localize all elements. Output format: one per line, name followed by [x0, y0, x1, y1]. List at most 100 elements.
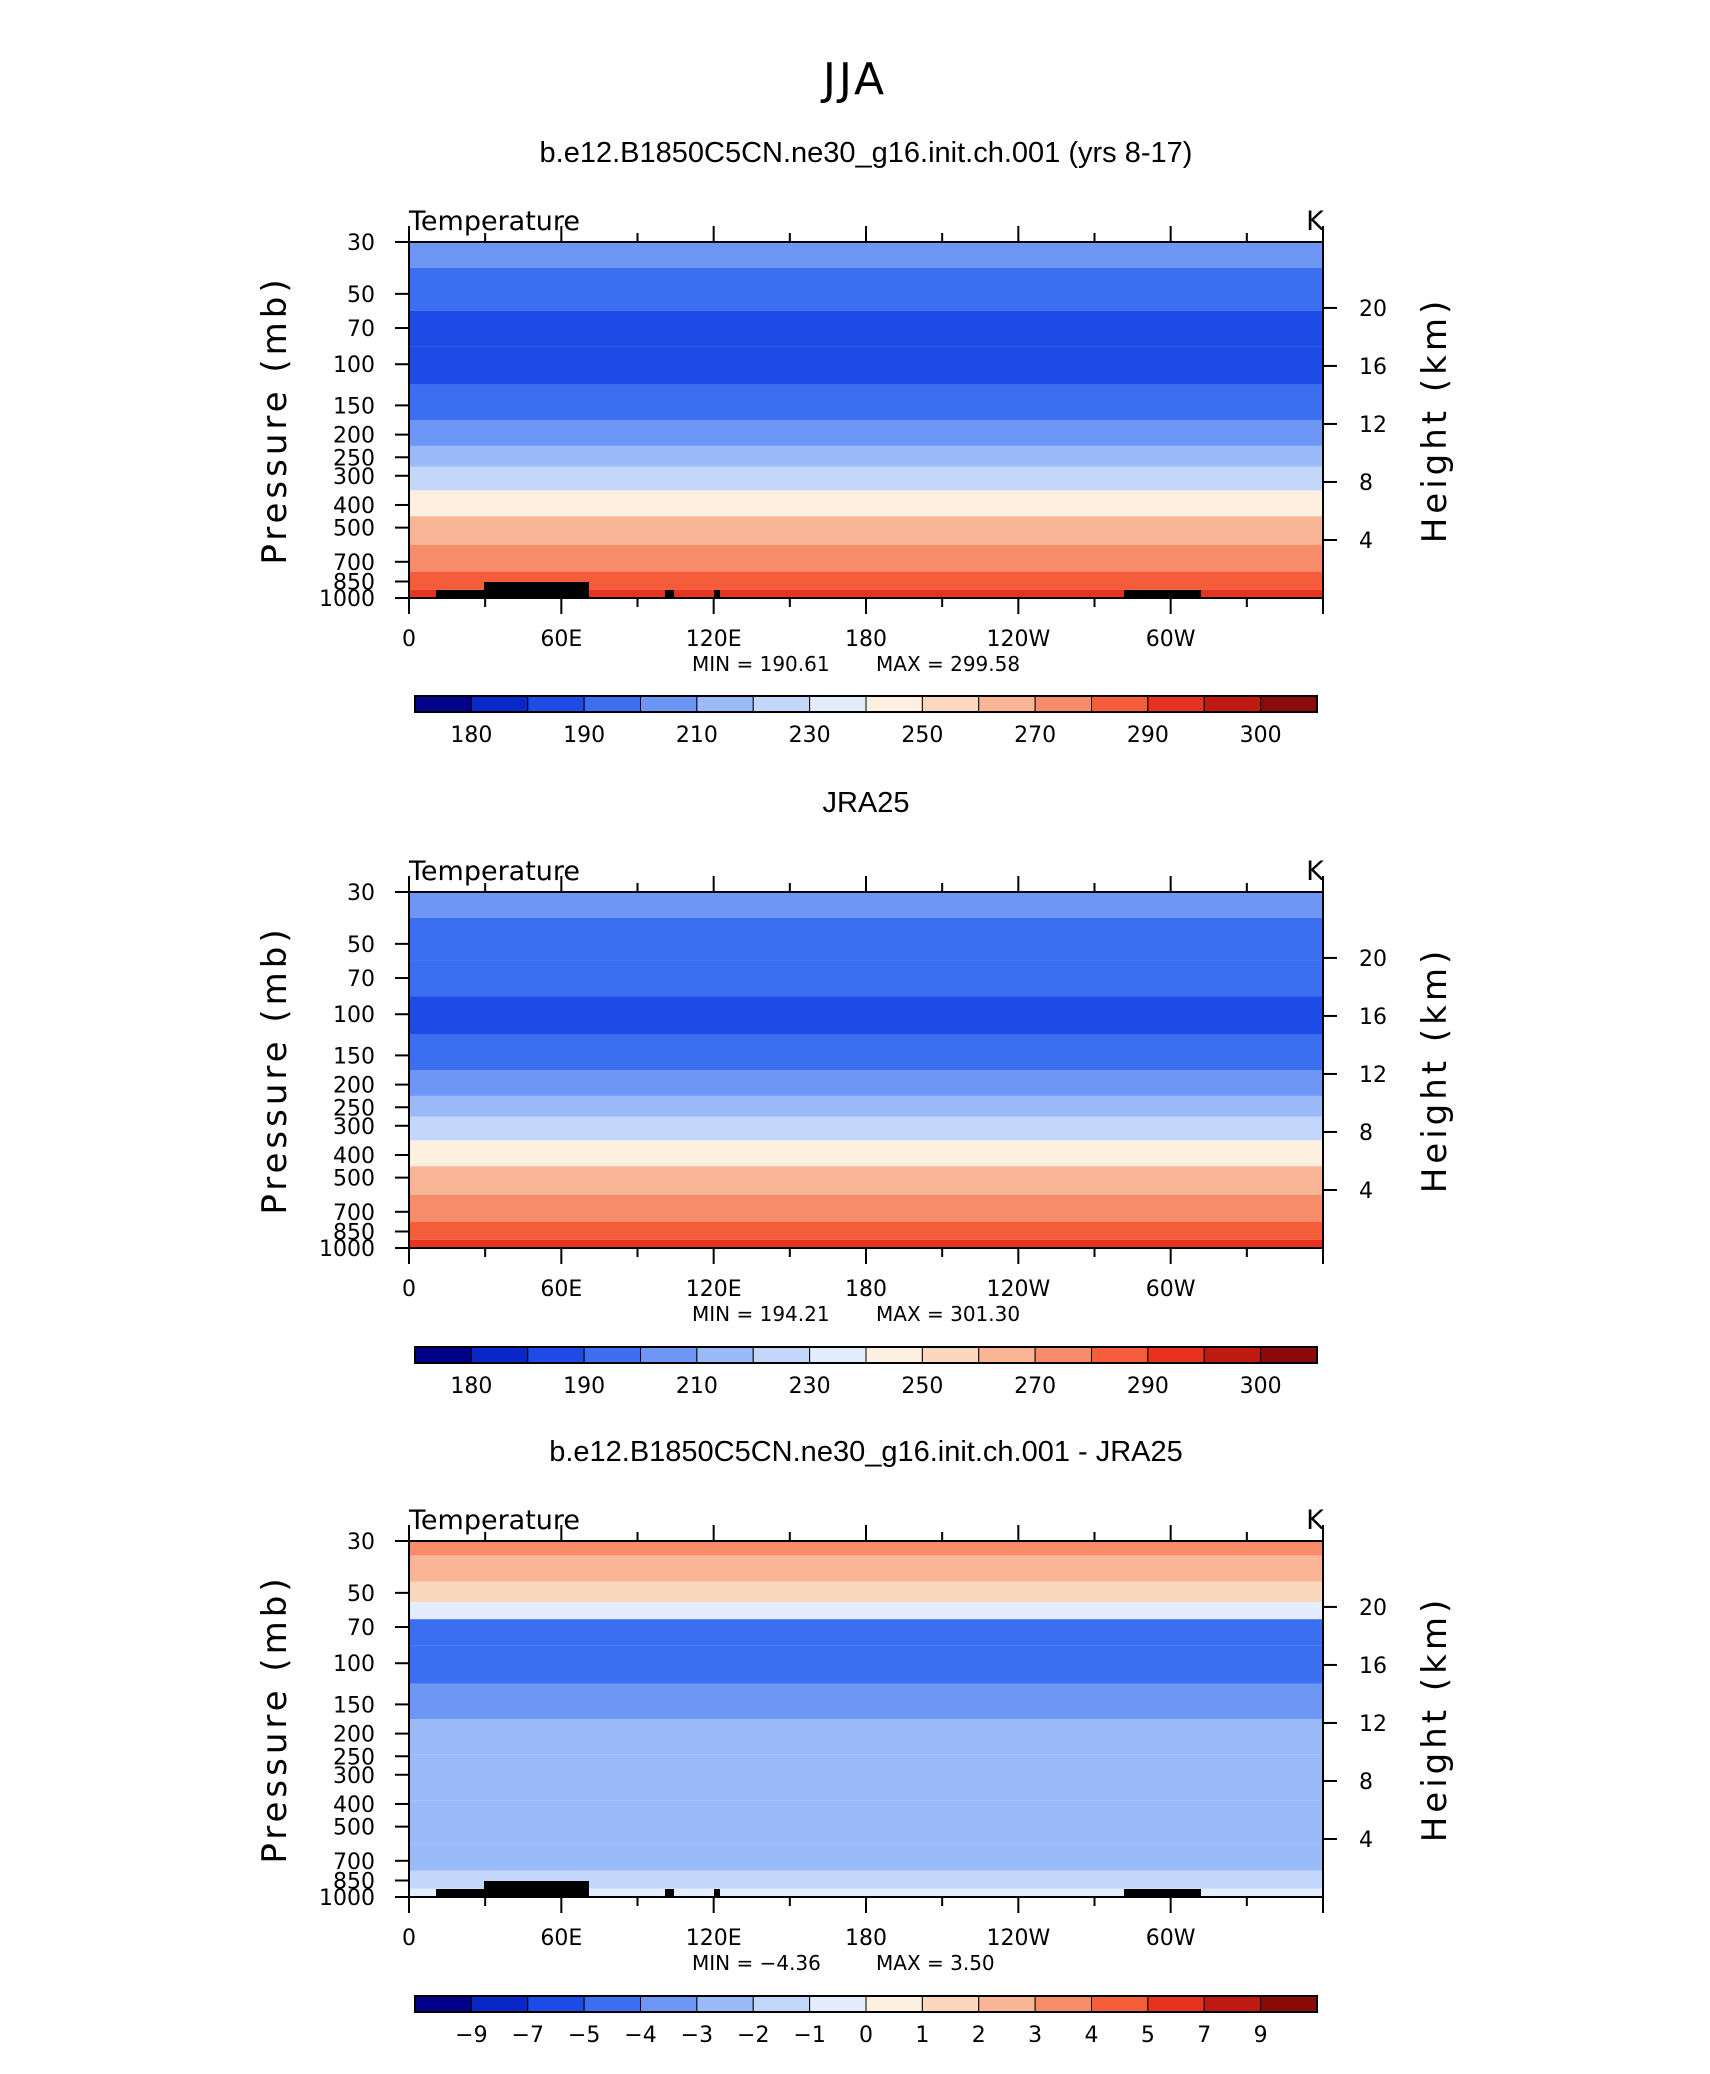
- colorbar-swatch: [696, 1995, 754, 2013]
- x-tick-label: 0: [402, 1277, 416, 1302]
- y-tick-label: 500: [333, 517, 375, 542]
- y-tick-label: 200: [333, 1723, 375, 1748]
- colorbar-swatch: [809, 695, 867, 713]
- contour-band: [409, 589, 1323, 598]
- panel-1: b.e12.B1850C5CN.ne30_g16.init.ch.001 (yr…: [255, 137, 1455, 748]
- colorbar-label: −4: [624, 2023, 656, 2048]
- contour-band: [409, 445, 1323, 467]
- colorbar-swatch: [978, 1995, 1036, 2013]
- colorbar-swatch: [1203, 1995, 1262, 2013]
- colorbar-swatch: [414, 695, 472, 713]
- x-tick-label: 60E: [540, 1277, 582, 1302]
- colorbar-swatch: [527, 695, 585, 713]
- contour-band: [409, 1239, 1323, 1248]
- height-tick-label: 12: [1359, 1712, 1387, 1737]
- variable-label: Temperature: [408, 206, 580, 237]
- colorbar-label: 2: [972, 2023, 986, 2048]
- x-tick-label: 0: [402, 627, 416, 652]
- y-tick-label: 250: [333, 446, 375, 471]
- x-tick-label: 120W: [986, 1277, 1050, 1302]
- colorbar-label: 190: [563, 723, 605, 748]
- height-tick-label: 8: [1359, 471, 1373, 496]
- colorbar-label: −1: [793, 2023, 825, 2048]
- colorbar-label: 250: [901, 723, 943, 748]
- contour-band: [409, 544, 1323, 572]
- topography-mask: [1124, 1889, 1201, 1897]
- x-tick-label: 120E: [686, 1277, 742, 1302]
- y-axis-title: Pressure (mb): [255, 275, 295, 564]
- y-tick-label: 1000: [319, 1886, 375, 1911]
- colorbar-label: 230: [789, 1374, 831, 1399]
- x-tick-label: 120W: [986, 1926, 1050, 1951]
- y-tick-label: 30: [347, 1530, 375, 1555]
- contour-band: [409, 1719, 1323, 1755]
- colorbar-label: 270: [1014, 723, 1056, 748]
- colorbar-swatch: [470, 1995, 529, 2013]
- topography-mask: [484, 582, 589, 598]
- contour-band: [409, 1843, 1323, 1871]
- height-tick-label: 8: [1359, 1770, 1373, 1795]
- colorbar-frame: [414, 1346, 1318, 1364]
- y-tick-label: 70: [347, 1616, 375, 1641]
- colorbar-swatch: [978, 695, 1036, 713]
- y-tick-label: 850: [333, 1870, 375, 1895]
- contour-band: [409, 996, 1323, 1035]
- colorbar-label: −2: [737, 2023, 769, 2048]
- y-tick-label: 200: [333, 424, 375, 449]
- colorbar-label: 250: [901, 1374, 943, 1399]
- x-tick-label: 120W: [986, 627, 1050, 652]
- colorbar-swatch: [865, 1995, 923, 2013]
- units-label: K: [1306, 856, 1325, 887]
- contour-band: [409, 490, 1323, 517]
- panel-3: b.e12.B1850C5CN.ne30_g16.init.ch.001 - J…: [255, 1436, 1455, 2048]
- colorbar-frame: [414, 1995, 1318, 2013]
- colorbar-label: 0: [859, 2023, 873, 2048]
- y-tick-label: 1000: [319, 1237, 375, 1262]
- colorbar-label: 1: [915, 2023, 929, 2048]
- colorbar-swatch: [640, 695, 698, 713]
- y-tick-label: 300: [333, 465, 375, 490]
- colorbar-swatch: [527, 1346, 585, 1364]
- contour-band: [409, 420, 1323, 446]
- y-tick-label: 400: [333, 1144, 375, 1169]
- x-tick-label: 180: [845, 1926, 887, 1951]
- contour-band: [409, 1683, 1323, 1719]
- y-tick-label: 400: [333, 1793, 375, 1818]
- y-axis-title: Pressure (mb): [255, 925, 295, 1214]
- height-tick-label: 12: [1359, 413, 1387, 438]
- colorbar-label: −7: [512, 2023, 544, 2048]
- height-tick-label: 8: [1359, 1121, 1373, 1146]
- y-tick-label: 50: [347, 283, 375, 308]
- topography-mask: [665, 1889, 674, 1897]
- colorbar-label: 230: [789, 723, 831, 748]
- y2-axis-title: Height (km): [1415, 1596, 1455, 1843]
- height-tick-label: 16: [1359, 355, 1387, 380]
- min-label: MIN = 194.21: [692, 1302, 830, 1326]
- height-tick-label: 16: [1359, 1654, 1387, 1679]
- y-tick-label: 700: [333, 1201, 375, 1226]
- height-tick-label: 20: [1359, 1596, 1387, 1621]
- x-tick-label: 180: [845, 627, 887, 652]
- contour-band: [409, 384, 1323, 420]
- colorbar-swatch: [470, 695, 529, 713]
- height-tick-label: 4: [1359, 1828, 1373, 1853]
- colorbar-swatch: [809, 1995, 867, 2013]
- colorbar-label: 300: [1240, 1374, 1282, 1399]
- y-tick-label: 70: [347, 317, 375, 342]
- colorbar-swatch: [1147, 1346, 1205, 1364]
- y-tick-label: 500: [333, 1816, 375, 1841]
- y-tick-label: 300: [333, 1115, 375, 1140]
- colorbar-label: 290: [1127, 723, 1169, 748]
- y2-axis-title: Height (km): [1415, 297, 1455, 544]
- figure-title: JJA: [820, 54, 887, 105]
- contour-band: [409, 267, 1323, 311]
- y-tick-label: 850: [333, 1221, 375, 1246]
- contour-band: [409, 571, 1323, 590]
- colorbar-swatch: [921, 1995, 980, 2013]
- variable-label: Temperature: [408, 1505, 580, 1536]
- y-tick-label: 500: [333, 1167, 375, 1192]
- colorbar-label: 9: [1254, 2023, 1268, 2048]
- y-tick-label: 30: [347, 231, 375, 256]
- y-tick-label: 250: [333, 1096, 375, 1121]
